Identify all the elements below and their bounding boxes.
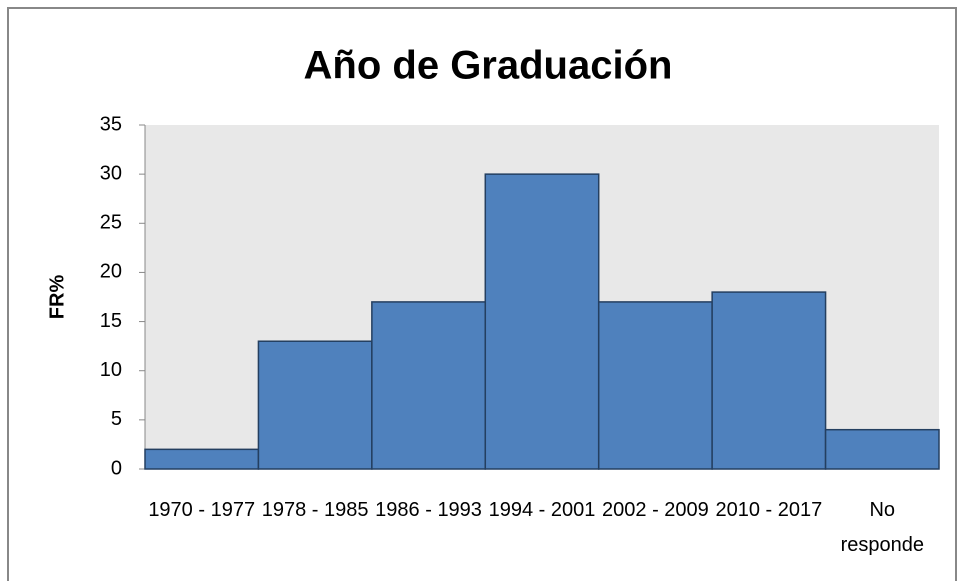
chart-title: Año de Graduación	[304, 44, 673, 88]
y-tick-label: 35	[100, 113, 122, 135]
x-tick-label: 1994 - 2001	[488, 499, 596, 521]
y-tick-label: 0	[111, 457, 122, 479]
bar	[711, 291, 827, 470]
y-tick-label: 10	[100, 359, 122, 381]
x-tick-label: 1986 - 1993	[375, 499, 482, 521]
y-tick-label: 25	[100, 212, 122, 234]
y-tick-label: 20	[100, 261, 122, 283]
bar	[484, 173, 600, 470]
x-tick-label: 2002 - 2009	[602, 499, 709, 521]
bar	[371, 301, 487, 470]
x-tick-label: 2010 - 2017	[715, 499, 823, 521]
y-tick-label: 30	[100, 162, 122, 184]
x-tick-label: No responde	[840, 499, 924, 556]
x-tick-label: 1970 - 1977	[148, 499, 256, 521]
bar	[597, 301, 713, 470]
bar	[824, 428, 940, 470]
y-tick-label: 5	[111, 408, 122, 430]
bar	[257, 340, 373, 470]
x-tick-label: 1978 - 1985	[261, 499, 369, 521]
y-tick-label: 15	[100, 310, 122, 332]
y-axis-label: FR%	[46, 275, 68, 320]
bar	[144, 448, 260, 470]
